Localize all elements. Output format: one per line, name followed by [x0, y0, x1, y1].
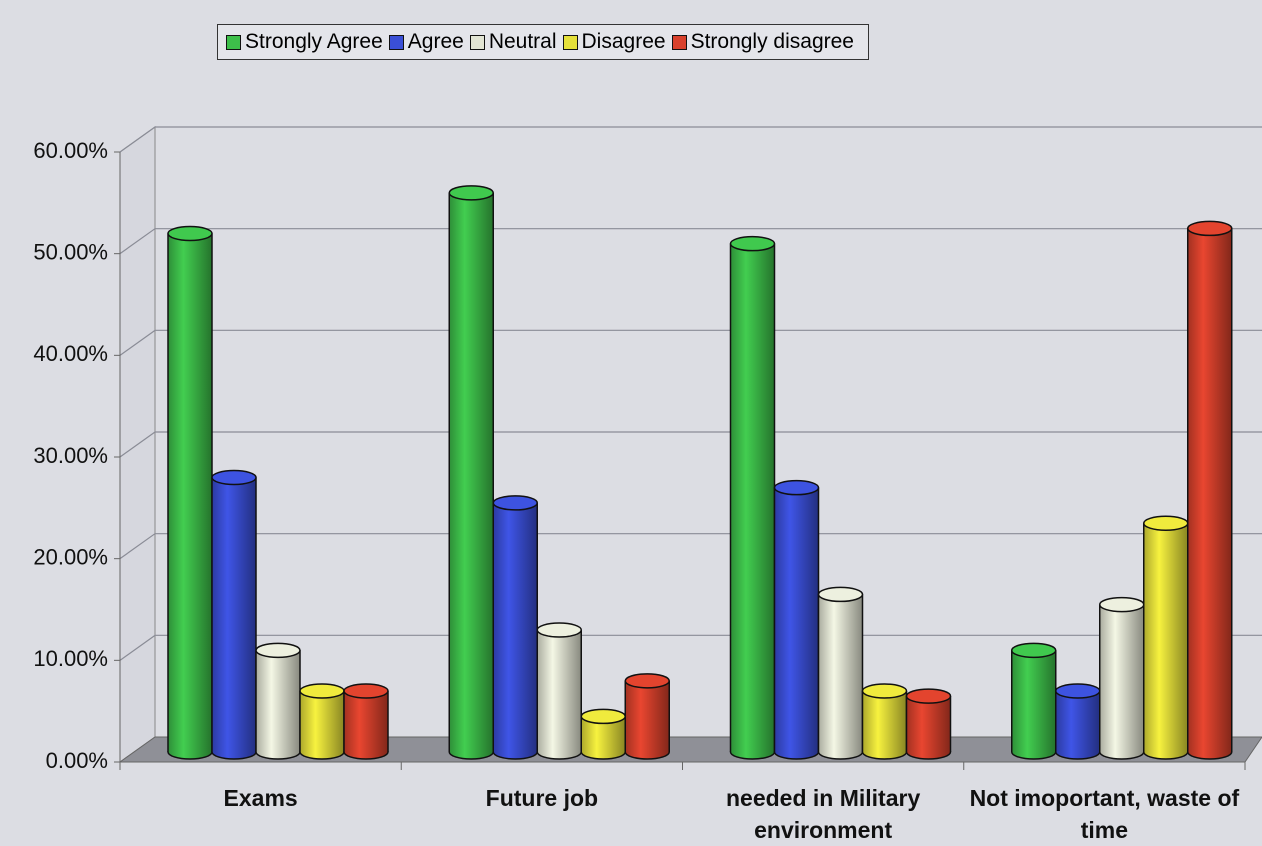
bar-body	[449, 192, 494, 753]
bar-top	[255, 642, 301, 659]
legend-swatch	[388, 34, 404, 50]
legend-swatch	[671, 34, 687, 50]
bar-top	[817, 586, 864, 603]
bar-body	[818, 594, 863, 752]
y-tick-label: 40.00%	[33, 341, 108, 366]
y-tick-label: 0.00%	[46, 748, 108, 773]
x-tick-label: Not imoportant, waste of time	[969, 785, 1240, 843]
legend-label: Neutral	[488, 30, 557, 53]
bar-body	[168, 233, 212, 752]
bar-body	[212, 477, 256, 752]
bar	[580, 708, 626, 760]
legend-swatch	[562, 34, 578, 50]
bar	[624, 673, 670, 760]
bar-top	[167, 225, 213, 242]
bar	[1143, 515, 1189, 760]
bar-top	[861, 683, 908, 699]
bar-top	[299, 683, 345, 699]
bar-body	[1011, 650, 1056, 752]
y-tick-label: 20.00%	[33, 544, 108, 569]
bar	[773, 479, 820, 760]
bar-top	[729, 235, 776, 252]
bar-body	[344, 691, 388, 752]
bar-body	[1143, 523, 1188, 752]
bar-body	[1187, 228, 1232, 752]
bar	[1055, 683, 1101, 760]
legend-item: Disagree	[562, 30, 666, 54]
legend-label: Disagree	[581, 30, 666, 53]
bar-top	[624, 673, 670, 689]
bar	[492, 495, 538, 760]
y-tick-label: 50.00%	[33, 239, 108, 264]
grid-line	[119, 228, 1262, 255]
legend-label: Strongly Agree	[245, 30, 383, 53]
x-tick-label: Future job	[485, 785, 599, 811]
bar	[536, 622, 582, 760]
legend: Strongly Agree Agree Neutral Disagree Strong…	[217, 24, 869, 60]
y-tick-label: 60.00%	[33, 138, 108, 163]
bar	[817, 586, 864, 760]
bar-body	[730, 243, 775, 752]
bar-top	[1143, 515, 1189, 531]
x-tick-label: needed in Military environment	[725, 785, 921, 843]
bar-body	[256, 650, 300, 752]
legend-item: Neutral	[469, 30, 557, 54]
legend-swatch	[226, 34, 241, 50]
bar	[299, 683, 345, 760]
bar-top	[536, 622, 582, 638]
grid-line	[119, 126, 1262, 153]
bar-top	[211, 469, 257, 486]
legend-label: Strongly disagree	[690, 30, 854, 53]
bar-body	[1055, 691, 1100, 752]
y-tick-label: 30.00%	[33, 443, 108, 468]
bar	[1011, 642, 1057, 760]
bar-top	[1011, 642, 1057, 659]
bar-top	[1099, 596, 1145, 613]
bar	[255, 642, 301, 760]
bar	[1099, 596, 1145, 760]
bar	[729, 235, 776, 760]
bar-top	[1187, 220, 1233, 237]
bar-top	[343, 683, 389, 699]
bar-top	[773, 479, 820, 496]
bar	[905, 688, 952, 760]
bar-top	[580, 708, 626, 725]
bar-body	[625, 680, 670, 752]
legend-swatch	[469, 34, 485, 50]
legend-item: Strongly disagree	[671, 30, 854, 54]
bar	[1187, 220, 1233, 760]
bar-body	[774, 487, 819, 752]
legend-label: Agree	[407, 30, 464, 53]
bar	[861, 683, 908, 760]
bar-body	[300, 691, 344, 752]
bar-body	[1099, 604, 1144, 752]
x-tick-label: Exams	[223, 785, 298, 811]
grid-line	[119, 431, 1262, 458]
bar-top	[448, 185, 494, 201]
grid-line	[119, 329, 1262, 356]
bar-top	[1055, 683, 1101, 699]
bar	[343, 683, 389, 760]
bar-top	[492, 495, 538, 511]
bar-body	[537, 630, 582, 752]
legend-item: Agree	[388, 30, 464, 54]
bar	[211, 469, 257, 760]
bar-body	[906, 696, 951, 752]
y-tick-label: 10.00%	[33, 646, 108, 671]
legend-item: Strongly Agree	[226, 30, 383, 54]
bar	[167, 225, 213, 760]
bar-body	[862, 691, 907, 752]
bar	[448, 185, 494, 760]
grid-line	[119, 634, 1262, 661]
bar-body	[493, 502, 538, 752]
bar-top	[905, 688, 952, 704]
grid-line	[119, 533, 1262, 560]
